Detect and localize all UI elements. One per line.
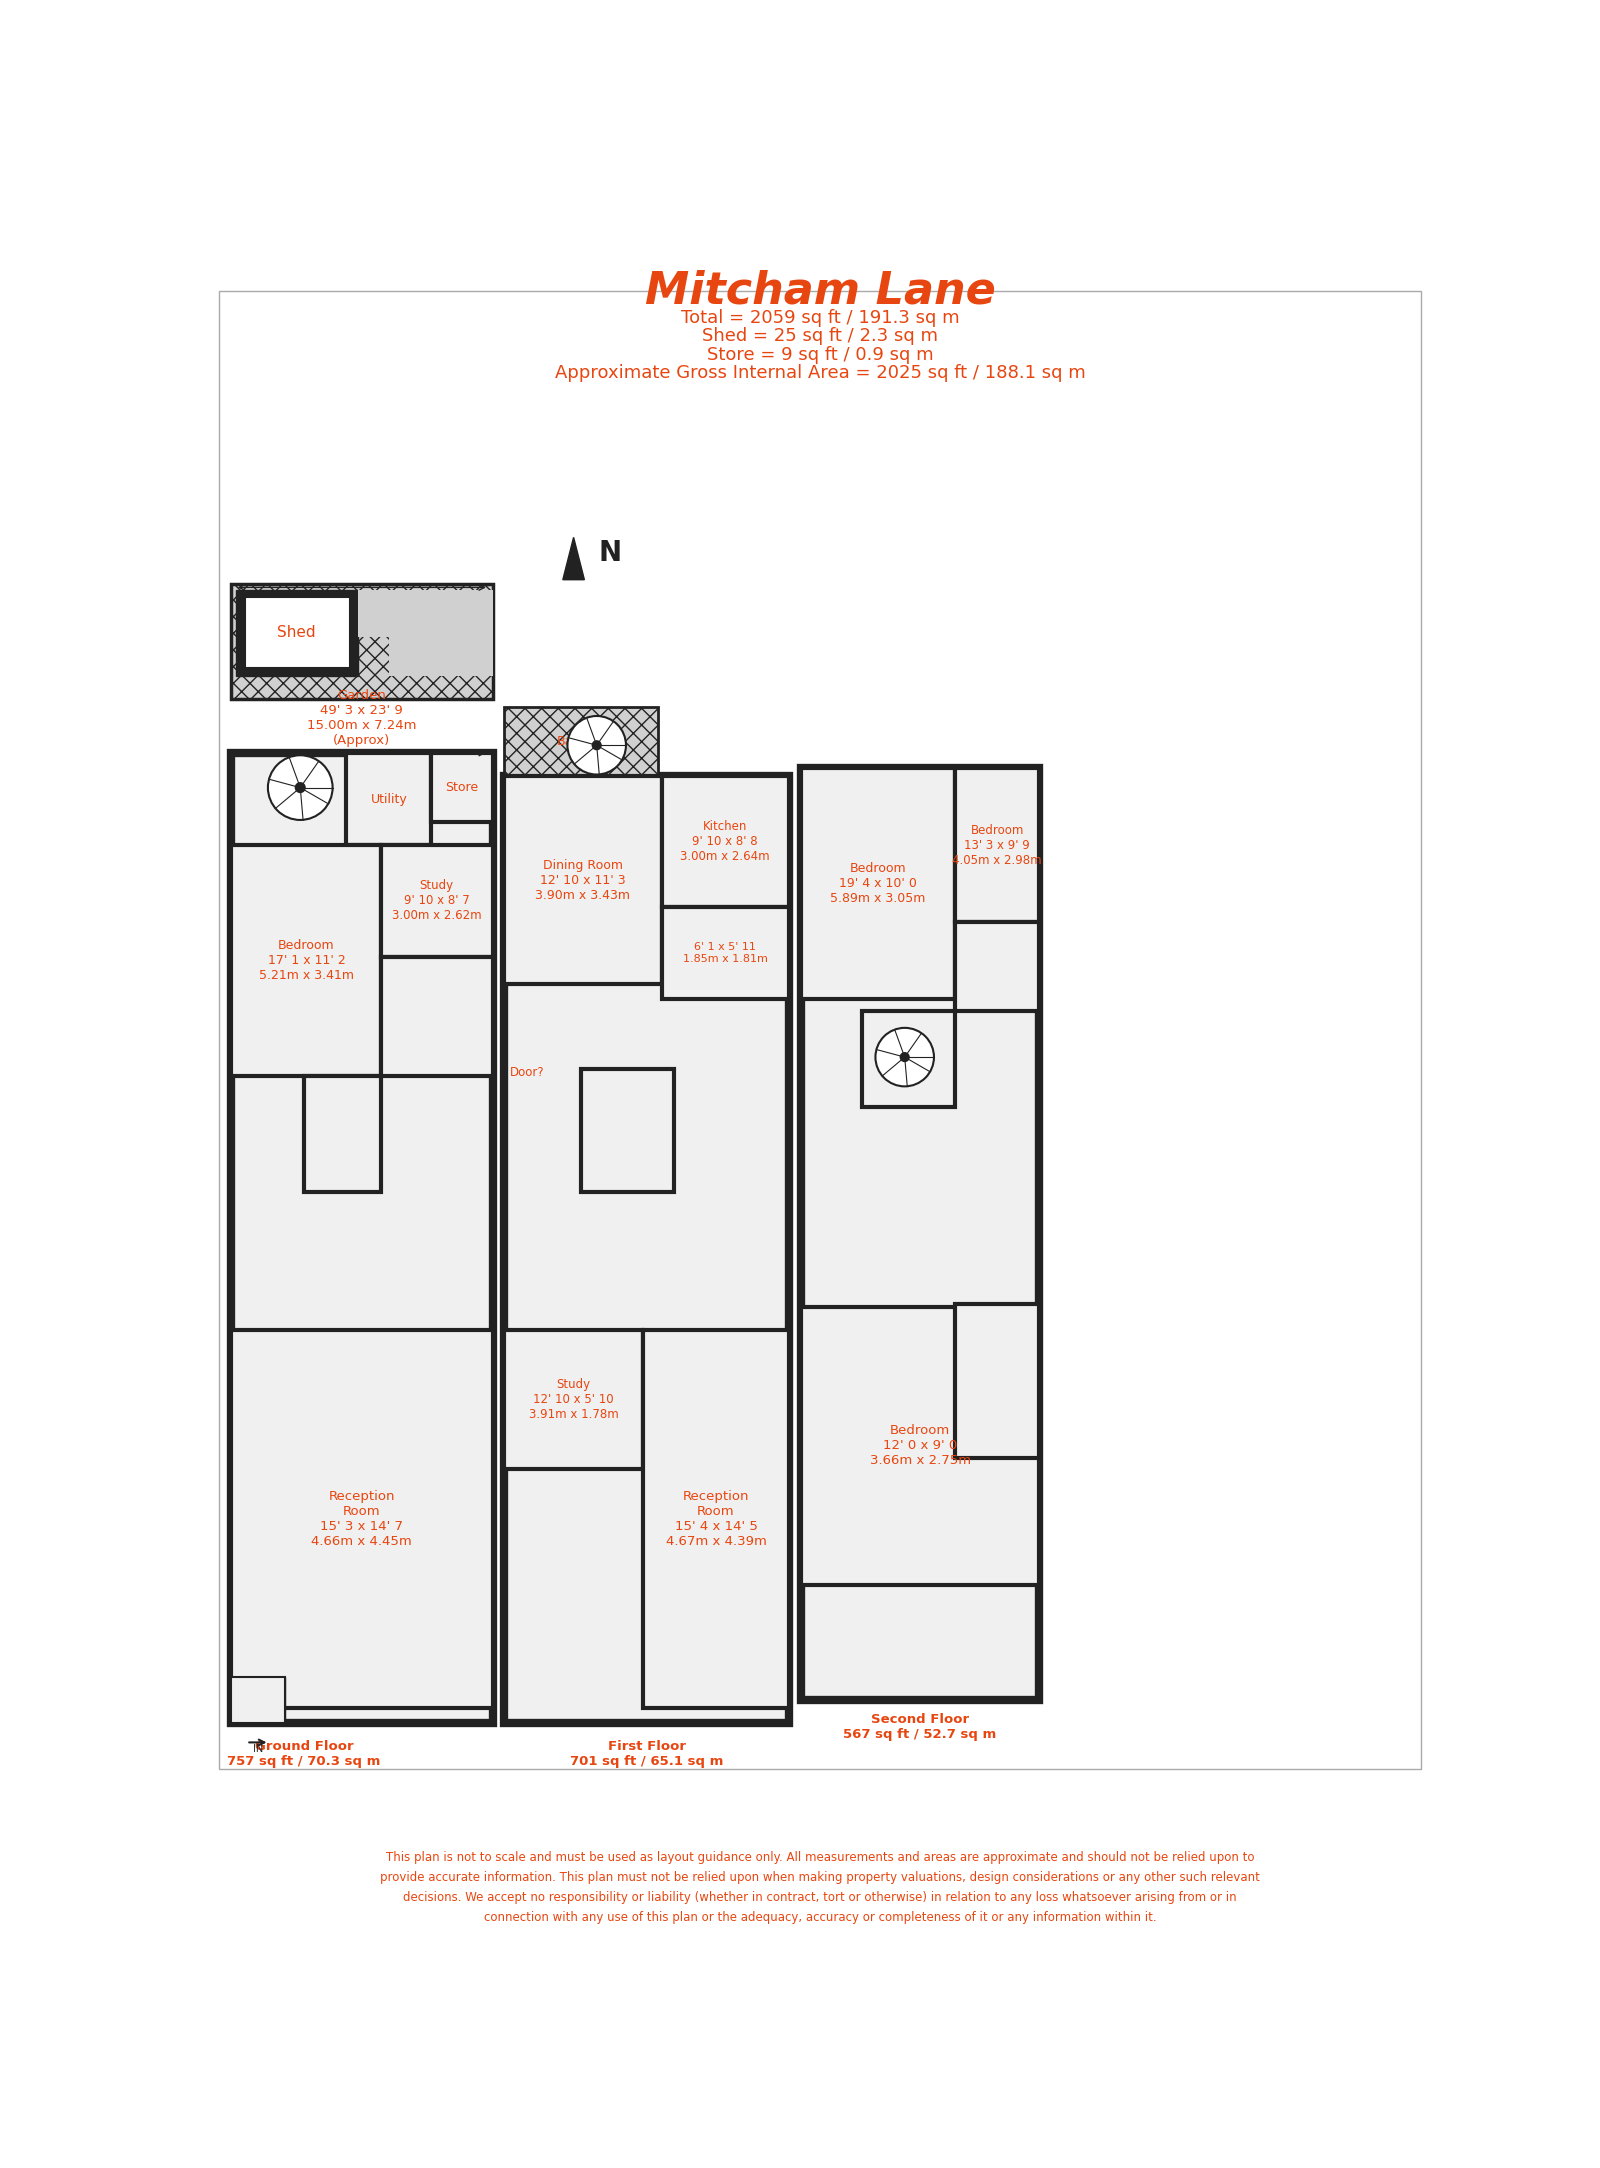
Circle shape — [568, 715, 626, 774]
Text: Store: Store — [445, 780, 478, 793]
Text: Shed: Shed — [277, 624, 315, 640]
Circle shape — [901, 1054, 909, 1062]
Bar — [504, 776, 662, 984]
Bar — [304, 1075, 381, 1192]
Text: Garden
49' 3 x 23' 9
15.00m x 7.24m
(Approx): Garden 49' 3 x 23' 9 15.00m x 7.24m (App… — [307, 689, 416, 748]
Text: Bedroom
12' 0 x 9' 0
3.66m x 2.75m: Bedroom 12' 0 x 9' 0 3.66m x 2.75m — [869, 1424, 971, 1468]
Bar — [862, 1010, 955, 1108]
Bar — [230, 846, 381, 1075]
Text: Utility: Utility — [371, 793, 406, 806]
Bar — [230, 1678, 285, 1724]
Text: Kitchen
9' 10 x 8' 8
3.00m x 2.64m: Kitchen 9' 10 x 8' 8 3.00m x 2.64m — [680, 820, 770, 863]
Bar — [230, 583, 493, 698]
Bar — [662, 906, 789, 999]
Text: This plan is not to scale and must be used as layout guidance only. All measurem: This plan is not to scale and must be us… — [381, 1851, 1259, 1923]
Bar — [245, 598, 350, 668]
Bar — [662, 776, 789, 906]
Bar — [955, 921, 1040, 1010]
Bar — [800, 767, 955, 999]
Bar — [219, 291, 1421, 1769]
Bar — [581, 1069, 674, 1192]
Bar — [504, 776, 789, 1724]
Bar — [643, 1331, 789, 1708]
Text: 6' 1 x 5' 11
1.85m x 1.81m: 6' 1 x 5' 11 1.85m x 1.81m — [683, 943, 768, 965]
Text: Door?: Door? — [510, 1067, 544, 1080]
Polygon shape — [358, 590, 493, 676]
Text: Study
12' 10 x 5' 10
3.91m x 1.78m: Study 12' 10 x 5' 10 3.91m x 1.78m — [528, 1379, 619, 1422]
Bar — [237, 590, 358, 676]
Bar — [230, 1678, 285, 1724]
Text: Balcony: Balcony — [557, 735, 606, 748]
Text: Mitcham Lane: Mitcham Lane — [645, 269, 995, 312]
Text: Dining Room
12' 10 x 11' 3
3.90m x 3.43m: Dining Room 12' 10 x 11' 3 3.90m x 3.43m — [536, 859, 630, 902]
Text: Ground Floor
757 sq ft / 70.3 sq m: Ground Floor 757 sq ft / 70.3 sq m — [227, 1741, 381, 1767]
Text: Bedroom
13' 3 x 9' 9
4.05m x 2.98m: Bedroom 13' 3 x 9' 9 4.05m x 2.98m — [952, 824, 1042, 867]
Bar — [800, 1307, 1040, 1585]
Bar — [230, 1331, 493, 1708]
Polygon shape — [563, 538, 584, 579]
Text: Second Floor
567 sq ft / 52.7 sq m: Second Floor 567 sq ft / 52.7 sq m — [843, 1713, 997, 1741]
Text: Bedroom
19' 4 x 10' 0
5.89m x 3.05m: Bedroom 19' 4 x 10' 0 5.89m x 3.05m — [830, 863, 925, 906]
Text: Reception
Room
15' 3 x 14' 7
4.66m x 4.45m: Reception Room 15' 3 x 14' 7 4.66m x 4.4… — [312, 1489, 413, 1548]
Text: Store = 9 sq ft / 0.9 sq m: Store = 9 sq ft / 0.9 sq m — [707, 347, 933, 364]
Text: Study
9' 10 x 8' 7
3.00m x 2.62m: Study 9' 10 x 8' 7 3.00m x 2.62m — [392, 880, 482, 921]
Text: Approximate Gross Internal Area = 2025 sq ft / 188.1 sq m: Approximate Gross Internal Area = 2025 s… — [555, 364, 1085, 382]
Bar — [955, 1303, 1040, 1457]
Bar — [800, 767, 1040, 1700]
Bar — [347, 752, 430, 846]
Circle shape — [875, 1028, 934, 1086]
Bar — [504, 707, 658, 776]
Bar — [381, 846, 493, 956]
Text: Bedroom
17' 1 x 11' 2
5.21m x 3.41m: Bedroom 17' 1 x 11' 2 5.21m x 3.41m — [259, 939, 354, 982]
Text: Reception
Room
15' 4 x 14' 5
4.67m x 4.39m: Reception Room 15' 4 x 14' 5 4.67m x 4.3… — [666, 1489, 766, 1548]
Circle shape — [267, 754, 333, 820]
Text: IN: IN — [253, 1745, 262, 1754]
Text: Shed = 25 sq ft / 2.3 sq m: Shed = 25 sq ft / 2.3 sq m — [702, 327, 938, 345]
Bar — [955, 767, 1040, 921]
Circle shape — [592, 741, 602, 750]
Bar — [504, 1331, 643, 1470]
Circle shape — [296, 783, 306, 793]
Bar — [381, 956, 493, 1075]
Text: First Floor
701 sq ft / 65.1 sq m: First Floor 701 sq ft / 65.1 sq m — [570, 1741, 723, 1767]
Text: Total = 2059 sq ft / 191.3 sq m: Total = 2059 sq ft / 191.3 sq m — [680, 308, 960, 327]
Text: N: N — [598, 540, 621, 566]
Bar — [430, 752, 493, 822]
Bar — [230, 752, 493, 1724]
